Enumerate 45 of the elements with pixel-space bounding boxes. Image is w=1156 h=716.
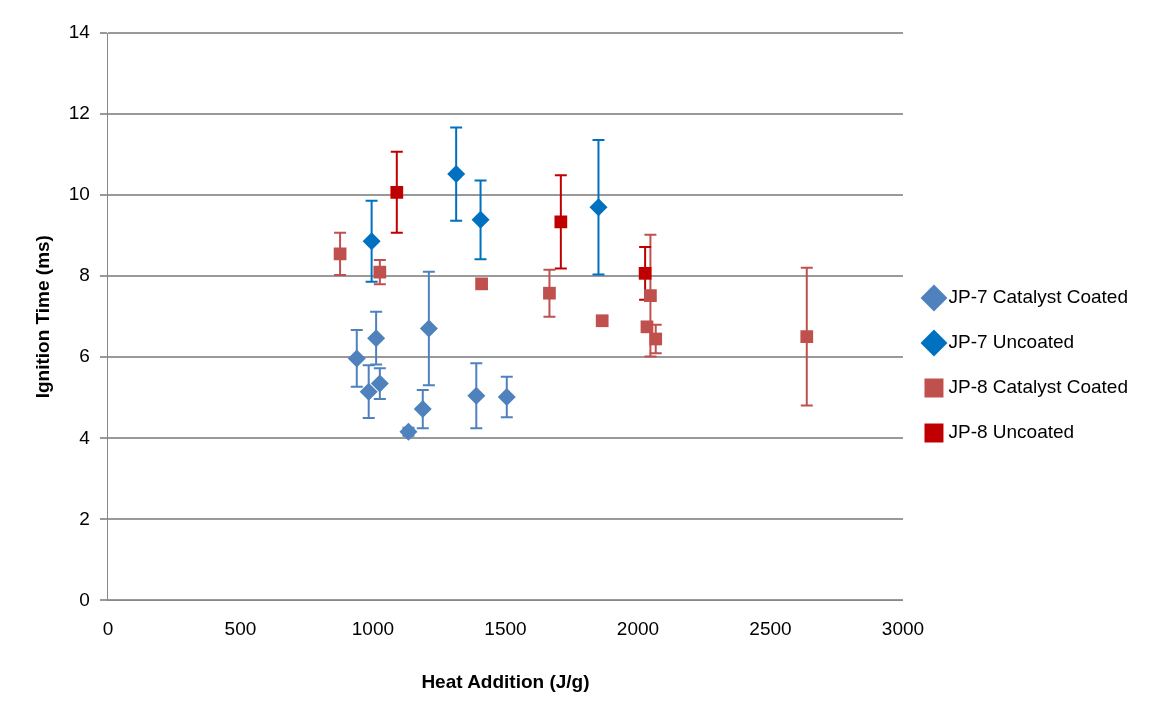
point [589, 198, 608, 217]
y-axis-title: Ignition Time (ms) [31, 235, 53, 399]
point [543, 286, 556, 300]
legend-label: JP-7 Uncoated [948, 331, 1075, 353]
x-tick-label: 1500 [484, 618, 527, 640]
legend-label: JP-8 Catalyst Coated [948, 376, 1129, 398]
y-tick-label: 12 [68, 102, 90, 124]
x-tick-label: 3000 [881, 618, 925, 640]
x-tick-label: 2500 [749, 618, 792, 640]
point [359, 382, 378, 401]
point [595, 314, 609, 328]
point [390, 185, 404, 199]
point [644, 289, 657, 302]
y-tick-label: 4 [79, 426, 91, 448]
point [467, 386, 486, 405]
x-tick-label: 2000 [616, 618, 660, 640]
point [475, 277, 488, 291]
y-tick-label: 2 [79, 507, 90, 529]
point [447, 165, 466, 184]
point [649, 332, 663, 346]
point [413, 400, 432, 419]
point [362, 232, 381, 251]
point [367, 329, 386, 348]
point [399, 422, 418, 441]
point [347, 349, 366, 368]
x-tick-label: 500 [224, 618, 257, 640]
y-tick-label: 14 [68, 21, 91, 43]
y-tick-label: 10 [68, 183, 90, 205]
point [497, 387, 516, 406]
point [554, 215, 568, 229]
y-tick-label: 8 [79, 264, 90, 286]
legend-label: JP-7 Catalyst Coated [948, 286, 1129, 308]
point [471, 210, 490, 229]
legend-label: JP-8 Uncoated [948, 421, 1075, 443]
point [640, 320, 654, 334]
point [373, 265, 387, 279]
point [419, 319, 438, 338]
x-axis-title: Heat Addition (J/g) [421, 670, 590, 692]
y-tick-label: 6 [79, 345, 90, 367]
point [370, 374, 389, 393]
x-tick-label: 0 [102, 618, 114, 640]
point [638, 266, 652, 280]
point [800, 330, 814, 343]
x-tick-label: 1000 [351, 618, 395, 640]
y-tick-label: 0 [79, 588, 90, 610]
